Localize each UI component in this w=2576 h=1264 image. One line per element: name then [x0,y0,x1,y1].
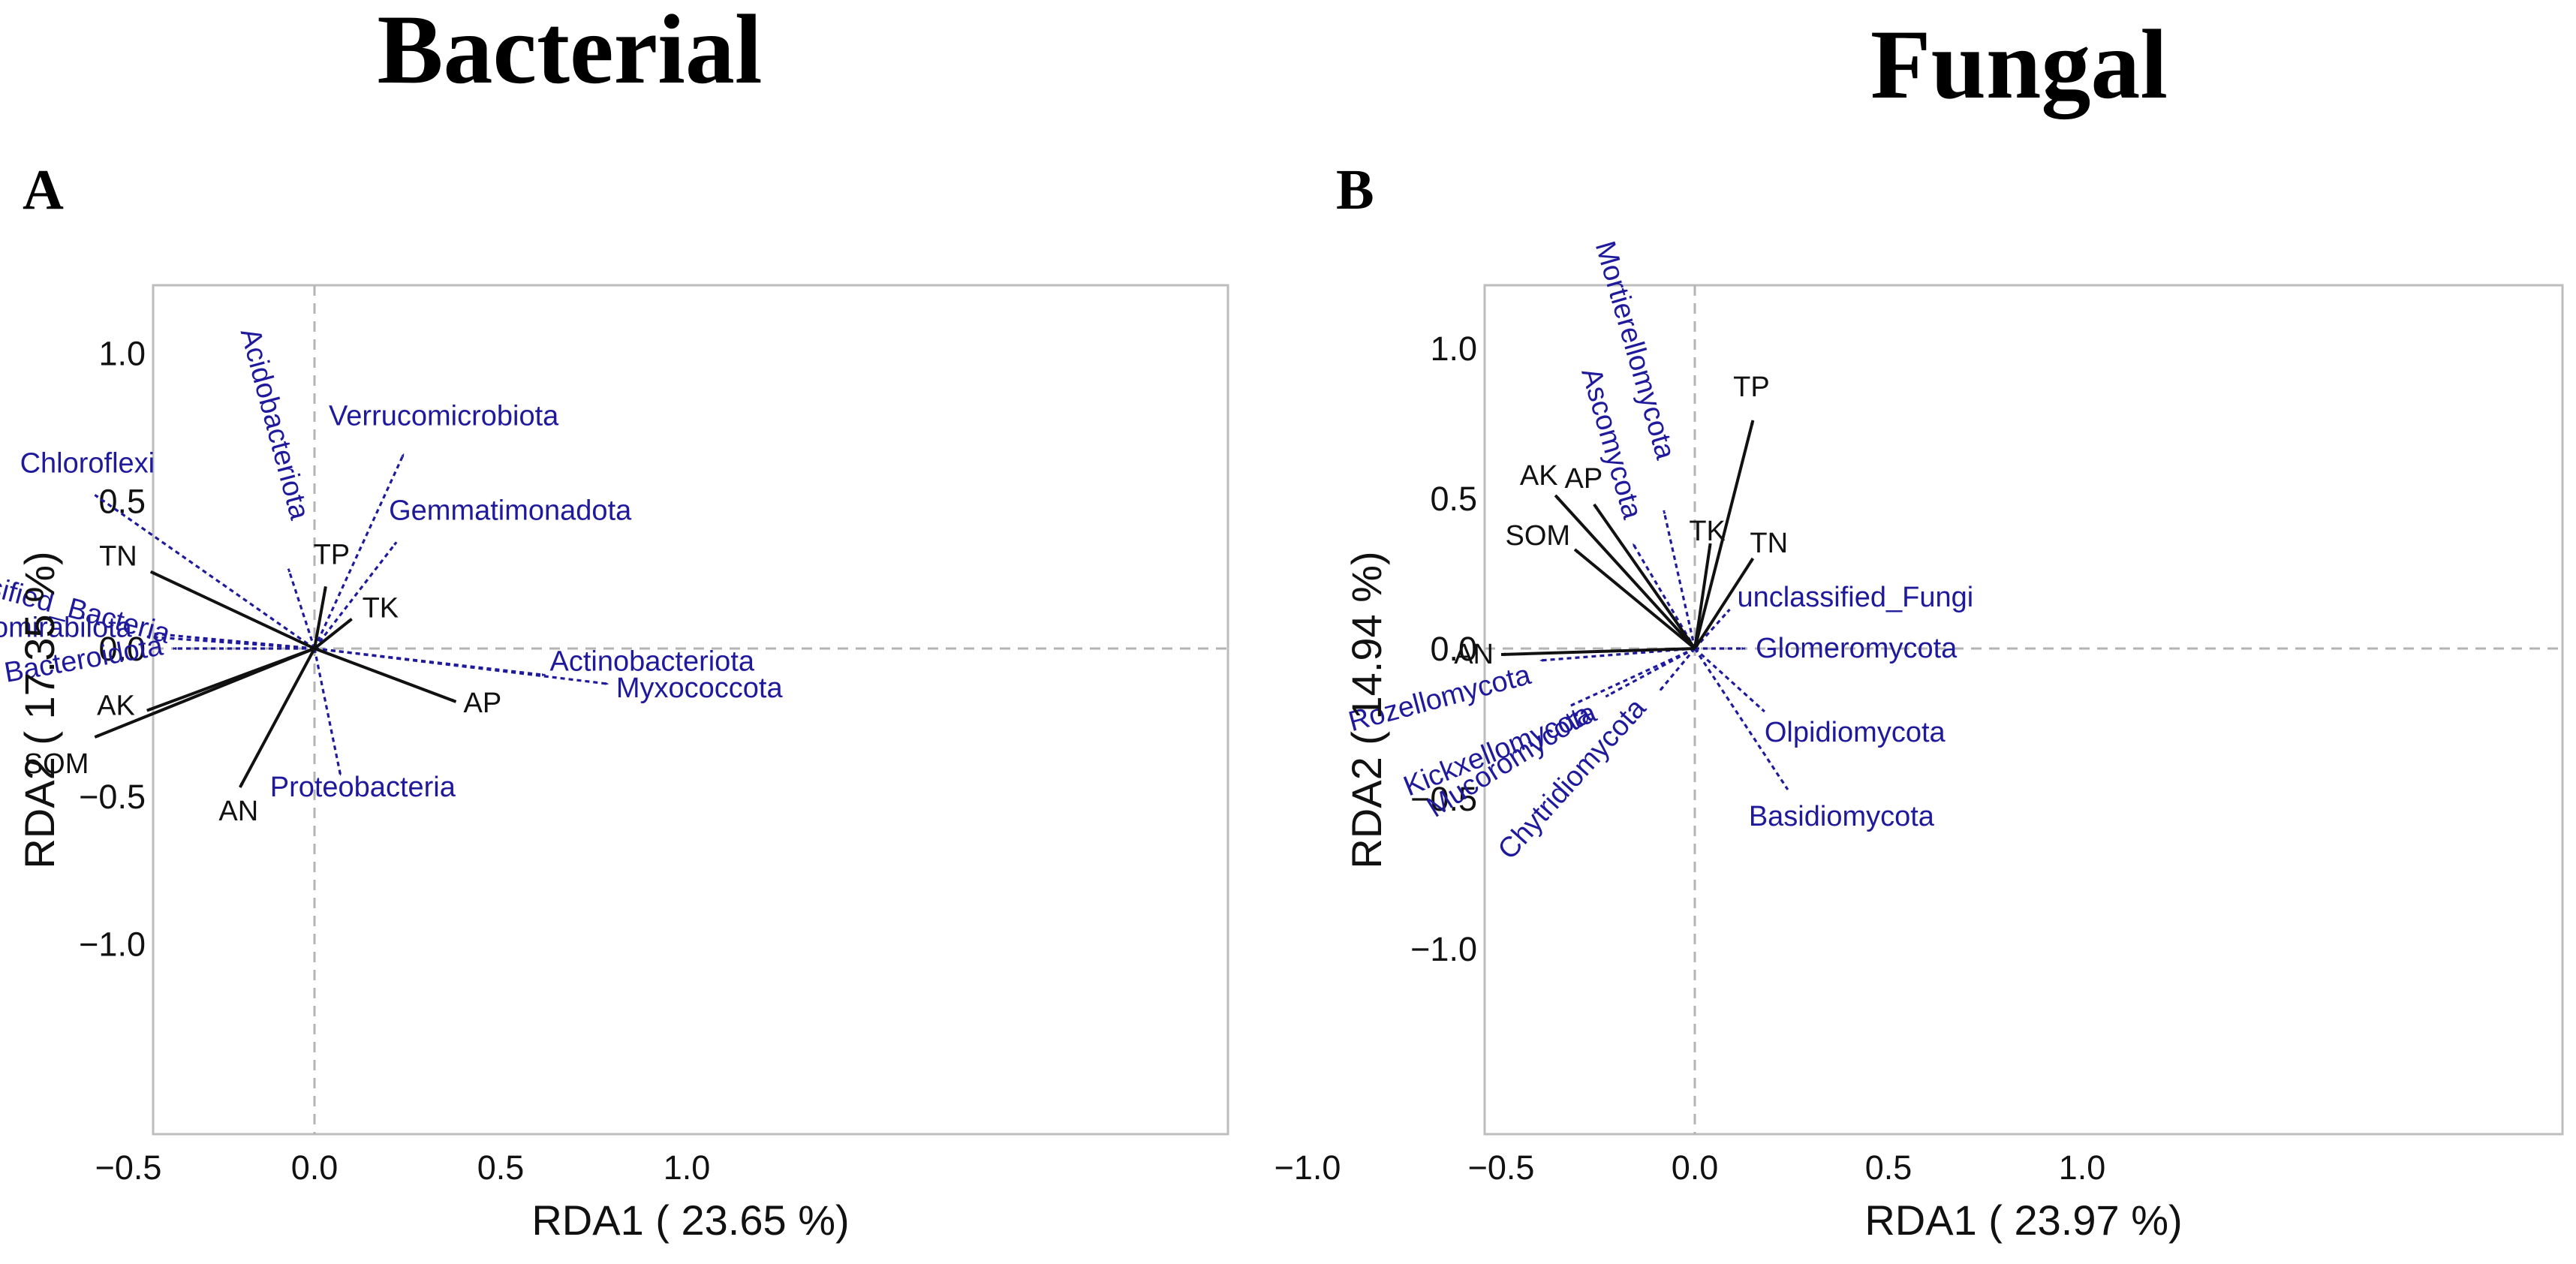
taxon-label-actinobacteriota: Actinobacteriota [550,646,755,677]
taxon-label-basidiomycota: Basidiomycota [1749,801,1935,832]
env-label-tn: TN [1750,528,1788,559]
env-label-ak: AK [1520,460,1558,492]
env-label-tp: TP [1733,372,1770,403]
taxon-arrow-chytridiomycota [1659,647,1696,692]
taxon-label-gemmatimonadota: Gemmatimonadota [389,495,632,526]
env-label-tk: TK [363,593,399,624]
taxon-arrow-acidobacteriota [287,568,316,649]
x-tick-label: 0.0 [291,1148,339,1187]
taxon-arrow-mortierellomycota [1663,510,1696,649]
taxon-label-glomeromycota: Glomeromycota [1756,633,1958,664]
taxon-label-chloroflexi: Chloroflexi [20,447,155,479]
env-label-ap: AP [463,688,501,719]
fungal-plot-area: −1.0 −0.5 0.0 0.5 1.0 −1.0−0.50.00.51.0 Mort… [1274,238,2564,1187]
y-axis-label: RDA2 ( 14.94 %) [1343,551,1390,868]
env-arrow-an [239,648,316,788]
y-tick-label: 0.5 [1430,480,1477,518]
env-arrow-tk [1693,543,1712,649]
bacterial-vectors: Chloroflexi Acidobacteriota Verrucomicrobi… [0,325,783,827]
taxon-arrow-olpidiomycota [1693,647,1765,713]
taxon-label-myxococcota: Myxococcota [616,673,784,704]
x-tick-label: −0.5 [95,1148,162,1187]
taxon-label-acidobacteriota: Acidobacteriota [234,325,316,524]
taxon-label-proteobacteria: Proteobacteria [270,772,456,803]
x-tick-label: 0.0 [1672,1148,1719,1187]
y-tick-labels: −1.0 −0.5 0.0 0.5 1.0 [1410,330,1477,968]
y-tick-label: 1.0 [1430,330,1477,368]
x-tick-label: −0.5 [1468,1148,1535,1187]
env-arrow-ap [1593,503,1696,650]
y-tick-label: −0.5 [1410,780,1477,818]
env-arrow-an [1500,647,1696,657]
env-arrow-tp [1693,420,1755,649]
env-label-an: AN [218,796,258,827]
env-arrow-tp [313,585,327,649]
taxon-arrow-ascomycota [1632,543,1696,649]
panel-letter-b: B [1336,158,1374,221]
taxon-arrow-proteobacteria [313,648,342,776]
env-label-tp: TP [314,539,351,570]
env-arrow-tn [1693,557,1755,650]
x-tick-labels: −1.0−0.50.00.51.0 [95,1148,711,1187]
taxon-arrow-gemmatimonadota [313,541,398,649]
bacterial-rda-panel: Bacterial A −1.0−0.50.00.51.0 −1.0−0.50.… [0,0,1229,1244]
env-label-tn: TN [99,541,137,573]
group-title-fungal: Fungal [1870,9,2168,119]
env-label-ak: AK [97,691,135,722]
y-tick-label: 1.0 [98,335,146,373]
panel-letter-a: A [23,158,64,221]
x-tick-label: 0.5 [477,1148,525,1187]
env-label-ap: AP [1564,463,1602,495]
y-tick-label: −1.0 [1410,930,1477,968]
y-tick-label: 0.0 [1430,630,1477,668]
y-tick-label: −0.5 [79,778,146,816]
env-arrow-som [1573,548,1696,650]
fungal-rda-panel: Fungal B −1.0 −0.5 0.0 0.5 1.0 −1.0 −0.5 0.0 0.… [1274,9,2564,1244]
env-arrow-ak [1554,494,1696,650]
taxon-arrow-chloroflexi [94,494,315,650]
y-tick-label: −1.0 [79,925,146,964]
x-tick-label: 0.5 [1865,1148,1912,1187]
plot-frame [1483,284,2564,1136]
env-arrow-tn [149,570,315,650]
env-arrow-tk [313,618,353,650]
x-tick-labels: −1.0 −0.5 0.0 0.5 1.0 [1274,1148,2106,1187]
y-tick-label: 0.0 [98,630,146,668]
taxon-arrow-verrucomicrobiota [313,453,405,649]
env-arrow-ap [314,647,457,703]
taxon-label-olpidiomycota: Olpidiomycota [1765,717,1946,748]
taxon-label-unclassified-fungi: unclassified_Fungi [1737,582,1973,613]
env-label-som: SOM [1505,520,1570,552]
x-tick-label: 1.0 [2059,1148,2106,1187]
taxon-arrow-basidiomycota [1693,648,1789,790]
taxon-label-verrucomicrobiota: Verrucomicrobiota [329,400,559,432]
env-label-an: AN [1454,639,1494,670]
y-axis-label: RDA2 ( 17.35 %) [16,551,63,868]
x-tick-label: 1.0 [664,1148,711,1187]
bacterial-plot-area: −1.0−0.50.00.51.0 −1.0−0.50.00.51.0 Chlo… [0,284,1229,1187]
group-title-bacterial: Bacterial [377,0,762,104]
taxon-label-methylomirabilota: Methylomirabilota [0,612,133,643]
env-label-som: SOM [24,748,89,780]
taxon-arrow-methylomirabilota [146,635,315,650]
x-axis-label: RDA1 ( 23.97 %) [1864,1196,2182,1244]
x-tick-label: −1.0 [1274,1148,1341,1187]
env-arrow-som [94,647,315,739]
env-label-tk: TK [1689,516,1726,547]
taxon-arrow-kickxellomycota [1570,647,1696,707]
taxon-arrow-mucoromycota [1605,647,1696,698]
x-axis-label: RDA1 ( 23.65 %) [531,1196,849,1244]
